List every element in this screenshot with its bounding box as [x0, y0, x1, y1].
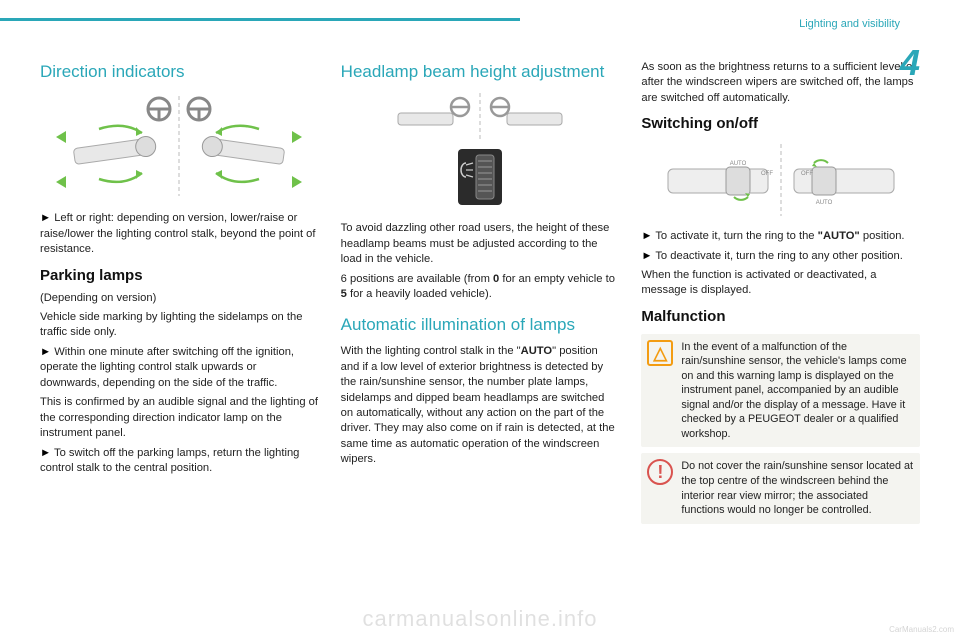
- heading-malfunction: Malfunction: [641, 307, 920, 328]
- caution-box: ! Do not cover the rain/sunshine sensor …: [641, 453, 920, 523]
- chapter-number: 4: [900, 42, 920, 84]
- col2-p2b: AUTO: [521, 345, 553, 357]
- col1-bullet-2: Within one minute after switching off th…: [40, 345, 319, 391]
- headlamp-adjustment-illustration: [380, 91, 580, 211]
- svg-text:OFF: OFF: [761, 171, 773, 177]
- warning-box: △ In the event of a malfunction of the r…: [641, 334, 920, 448]
- col2-p1a: To avoid dazzling other road users, the …: [341, 221, 620, 267]
- heading-direction-indicators: Direction indicators: [40, 60, 319, 83]
- caution-exclamation-icon: !: [647, 459, 673, 485]
- col3-p1a: To activate it, turn the ring to the: [655, 230, 817, 242]
- col3-p1b: "AUTO": [818, 230, 860, 242]
- auto-ring-illustration: AUTO OFF OFF AUTO: [656, 141, 906, 219]
- direction-indicators-illustration: [54, 91, 304, 201]
- caution-text: Do not cover the rain/sunshine sensor lo…: [681, 459, 914, 517]
- col3-bullet-2: To deactivate it, turn the ring to any o…: [641, 249, 920, 264]
- figure-headlamp-adjustment: [341, 91, 620, 211]
- heading-switching-onoff: Switching on/off: [641, 114, 920, 135]
- col2-p1b-5: for a heavily loaded vehicle).: [347, 288, 492, 300]
- col2-p1b-1: 6 positions are available (from: [341, 273, 493, 285]
- col3-intro: As soon as the brightness returns to a s…: [641, 60, 920, 106]
- column-3: As soon as the brightness returns to a s…: [641, 60, 920, 524]
- col3-bullet-1: To activate it, turn the ring to the "AU…: [641, 229, 920, 244]
- watermark: carmanualsonline.info: [0, 606, 960, 632]
- top-accent-bar: [0, 18, 520, 21]
- svg-text:OFF: OFF: [801, 171, 813, 177]
- col1-bullet-1: Left or right: depending on version, low…: [40, 211, 319, 257]
- col2-p1b-3: for an empty vehicle to: [499, 273, 615, 285]
- figure-direction-indicators: [40, 91, 319, 201]
- watermark-small: CarManuals2.com: [889, 625, 954, 634]
- col2-p2a: With the lighting control stalk in the ": [341, 345, 521, 357]
- col2-p2c: " position and if a low level of exterio…: [341, 345, 615, 465]
- figure-auto-ring: AUTO OFF OFF AUTO: [641, 141, 920, 219]
- column-2: Headlamp beam height adjustment: [341, 60, 620, 524]
- col1-p5: This is confirmed by an audible signal a…: [40, 395, 319, 441]
- heading-parking-lamps: Parking lamps: [40, 266, 319, 287]
- column-1: Direction indicators: [40, 60, 319, 524]
- col3-p1c: position.: [860, 230, 905, 242]
- warning-triangle-icon: △: [647, 340, 673, 366]
- svg-text:AUTO: AUTO: [815, 200, 832, 206]
- col1-bullet-3: To switch off the parking lamps, return …: [40, 446, 319, 477]
- content-columns: Direction indicators: [40, 60, 920, 524]
- warning-text: In the event of a malfunction of the rai…: [681, 340, 914, 442]
- col1-p3: Vehicle side marking by lighting the sid…: [40, 310, 319, 341]
- col1-p2: (Depending on version): [40, 291, 319, 306]
- svg-text:AUTO: AUTO: [729, 161, 746, 167]
- col3-p3: When the function is activated or deacti…: [641, 268, 920, 299]
- col2-p2: With the lighting control stalk in the "…: [341, 344, 620, 468]
- col2-p1b: 6 positions are available (from 0 for an…: [341, 272, 620, 303]
- page-root: Lighting and visibility 4 Direction indi…: [0, 0, 960, 640]
- heading-auto-illumination: Automatic illumination of lamps: [341, 313, 620, 336]
- breadcrumb: Lighting and visibility: [799, 18, 900, 30]
- heading-headlamp-beam: Headlamp beam height adjustment: [341, 60, 620, 83]
